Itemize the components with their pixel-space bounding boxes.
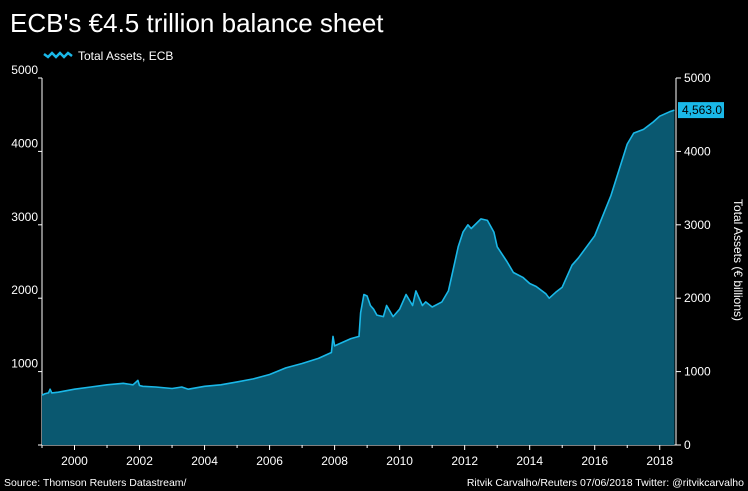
- last-value-badge-bg: [678, 102, 724, 119]
- source-footer: Source: Thomson Reuters Datastream/: [4, 477, 187, 489]
- x-tick-label: 2010: [386, 454, 413, 468]
- legend-swatch: [43, 51, 73, 59]
- y-tick-label-right: 5000: [684, 71, 711, 85]
- legend-label: Total Assets, ECB: [78, 49, 173, 63]
- series-area-fill: [42, 110, 675, 445]
- x-tick-label: 2014: [516, 454, 543, 468]
- chart-title: ECB's €4.5 trillion balance sheet: [10, 8, 384, 38]
- y-tick-label-right: 4000: [684, 144, 711, 158]
- x-tick-label: 2006: [256, 454, 283, 468]
- x-tick-label: 2016: [581, 454, 608, 468]
- y-axis-right: 0 1000 2000 3000 4000 5000: [675, 71, 711, 452]
- y-axis-title: Total Assets (€ billions): [731, 199, 745, 321]
- x-tick-label: 2012: [451, 454, 478, 468]
- y-tick-label-left: 3000: [11, 210, 38, 224]
- x-tick-label: 2018: [646, 454, 673, 468]
- y-tick-label-right: 1000: [684, 365, 711, 379]
- x-tick-label: 2002: [126, 454, 153, 468]
- x-tick-label: 2008: [321, 454, 348, 468]
- y-tick-label-left: 2000: [11, 283, 38, 297]
- y-tick-label-right: 3000: [684, 218, 711, 232]
- y-tick-label-right: 2000: [684, 291, 711, 305]
- y-tick-label-left: 4000: [11, 136, 38, 150]
- y-tick-label-right: 0: [684, 438, 691, 452]
- last-value-badge: 4,563.0: [678, 102, 724, 119]
- x-tick-label: 2004: [191, 454, 218, 468]
- credit-footer: Ritvik Carvalho/Reuters 07/06/2018 Twitt…: [467, 477, 744, 489]
- y-tick-label-left: 1000: [11, 357, 38, 371]
- y-axis-left: 1000 2000 3000 4000 5000: [11, 63, 43, 446]
- last-value-label: 4,563.0: [682, 103, 722, 117]
- series-line: [41, 109, 675, 396]
- legend: Total Assets, ECB: [43, 49, 173, 63]
- y-tick-label-left: 5000: [11, 63, 38, 77]
- x-tick-label: 2000: [61, 454, 88, 468]
